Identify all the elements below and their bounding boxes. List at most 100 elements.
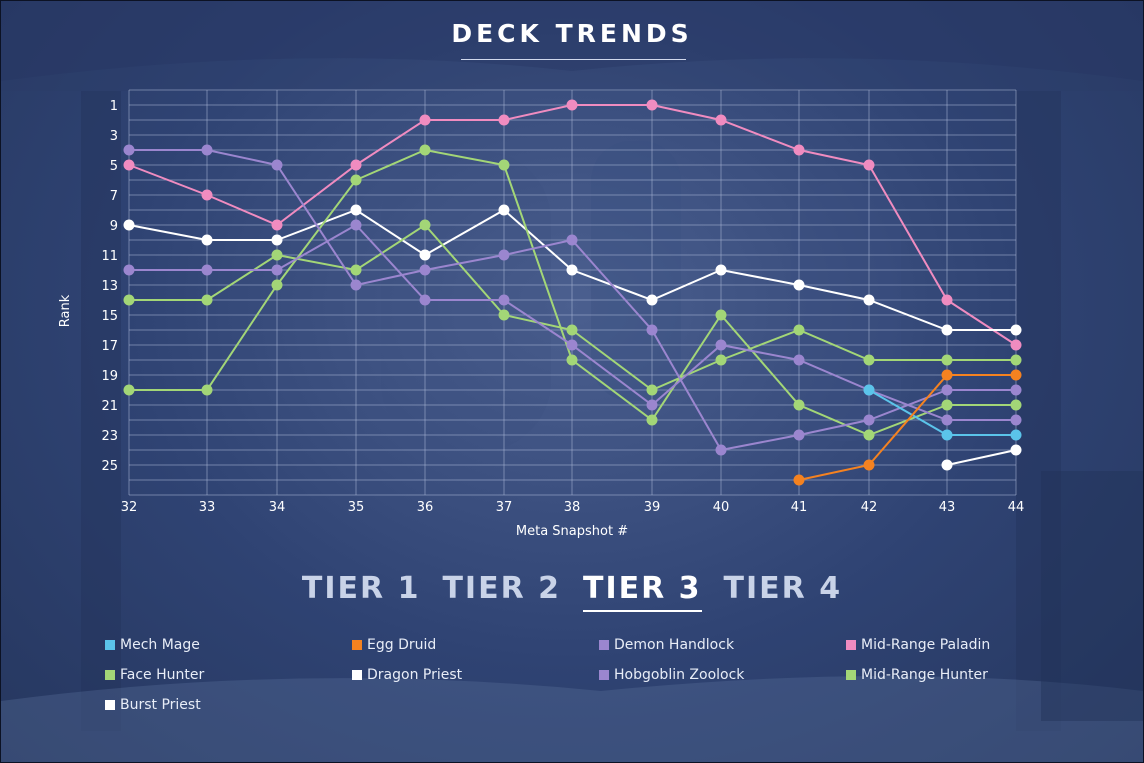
data-point[interactable] bbox=[941, 399, 953, 411]
x-tick-label: 36 bbox=[417, 500, 434, 515]
data-point[interactable] bbox=[793, 144, 805, 156]
data-point[interactable] bbox=[1010, 429, 1022, 441]
data-point[interactable] bbox=[941, 414, 953, 426]
data-point[interactable] bbox=[715, 339, 727, 351]
legend-item[interactable]: Mech Mage bbox=[105, 637, 352, 653]
legend-item[interactable]: Burst Priest bbox=[105, 697, 352, 713]
data-point[interactable] bbox=[498, 114, 510, 126]
legend-item[interactable]: Demon Handlock bbox=[599, 637, 846, 653]
data-point[interactable] bbox=[646, 414, 658, 426]
data-point[interactable] bbox=[566, 234, 578, 246]
data-point[interactable] bbox=[419, 264, 431, 276]
data-point[interactable] bbox=[498, 249, 510, 261]
legend-item[interactable]: Hobgoblin Zoolock bbox=[599, 667, 846, 683]
data-point[interactable] bbox=[715, 264, 727, 276]
data-point[interactable] bbox=[715, 354, 727, 366]
data-point[interactable] bbox=[271, 159, 283, 171]
data-point[interactable] bbox=[863, 159, 875, 171]
data-point[interactable] bbox=[201, 294, 213, 306]
data-point[interactable] bbox=[123, 384, 135, 396]
data-point[interactable] bbox=[350, 219, 362, 231]
data-point[interactable] bbox=[498, 294, 510, 306]
data-point[interactable] bbox=[1010, 339, 1022, 351]
data-point[interactable] bbox=[793, 399, 805, 411]
legend-item[interactable]: Mid-Range Paladin bbox=[846, 637, 1093, 653]
data-point[interactable] bbox=[793, 429, 805, 441]
data-point[interactable] bbox=[1010, 369, 1022, 381]
tab-tier-1[interactable]: TIER 1 bbox=[301, 571, 421, 606]
data-point[interactable] bbox=[715, 444, 727, 456]
data-point[interactable] bbox=[350, 159, 362, 171]
data-point[interactable] bbox=[1010, 444, 1022, 456]
data-point[interactable] bbox=[941, 459, 953, 471]
legend-item[interactable]: Egg Druid bbox=[352, 637, 599, 653]
data-point[interactable] bbox=[646, 324, 658, 336]
data-point[interactable] bbox=[201, 384, 213, 396]
data-point[interactable] bbox=[863, 429, 875, 441]
data-point[interactable] bbox=[1010, 399, 1022, 411]
data-point[interactable] bbox=[123, 159, 135, 171]
data-point[interactable] bbox=[123, 264, 135, 276]
data-point[interactable] bbox=[566, 354, 578, 366]
data-point[interactable] bbox=[793, 324, 805, 336]
data-point[interactable] bbox=[941, 384, 953, 396]
data-point[interactable] bbox=[201, 234, 213, 246]
data-point[interactable] bbox=[793, 279, 805, 291]
data-point[interactable] bbox=[793, 354, 805, 366]
data-point[interactable] bbox=[201, 264, 213, 276]
data-point[interactable] bbox=[419, 114, 431, 126]
legend-item[interactable]: Mid-Range Hunter bbox=[846, 667, 1093, 683]
data-point[interactable] bbox=[863, 459, 875, 471]
data-point[interactable] bbox=[863, 354, 875, 366]
tab-tier-2[interactable]: TIER 2 bbox=[442, 571, 561, 606]
tab-tier-4[interactable]: TIER 4 bbox=[723, 571, 843, 606]
data-point[interactable] bbox=[863, 384, 875, 396]
data-point[interactable] bbox=[863, 414, 875, 426]
data-point[interactable] bbox=[941, 294, 953, 306]
data-point[interactable] bbox=[863, 294, 875, 306]
data-point[interactable] bbox=[1010, 414, 1022, 426]
data-point[interactable] bbox=[498, 204, 510, 216]
data-point[interactable] bbox=[419, 294, 431, 306]
data-point[interactable] bbox=[1010, 324, 1022, 336]
data-point[interactable] bbox=[419, 219, 431, 231]
data-point[interactable] bbox=[201, 144, 213, 156]
data-point[interactable] bbox=[1010, 354, 1022, 366]
data-point[interactable] bbox=[941, 369, 953, 381]
data-point[interactable] bbox=[941, 354, 953, 366]
data-point[interactable] bbox=[271, 249, 283, 261]
data-point[interactable] bbox=[271, 264, 283, 276]
data-point[interactable] bbox=[715, 309, 727, 321]
data-point[interactable] bbox=[419, 144, 431, 156]
data-point[interactable] bbox=[419, 249, 431, 261]
data-point[interactable] bbox=[498, 309, 510, 321]
data-point[interactable] bbox=[566, 264, 578, 276]
data-point[interactable] bbox=[123, 144, 135, 156]
legend-item[interactable]: Face Hunter bbox=[105, 667, 352, 683]
data-point[interactable] bbox=[715, 114, 727, 126]
data-point[interactable] bbox=[350, 174, 362, 186]
data-point[interactable] bbox=[566, 99, 578, 111]
data-point[interactable] bbox=[123, 294, 135, 306]
data-point[interactable] bbox=[123, 219, 135, 231]
data-point[interactable] bbox=[271, 279, 283, 291]
data-point[interactable] bbox=[566, 339, 578, 351]
data-point[interactable] bbox=[646, 399, 658, 411]
data-point[interactable] bbox=[646, 384, 658, 396]
data-point[interactable] bbox=[271, 219, 283, 231]
data-point[interactable] bbox=[941, 429, 953, 441]
data-point[interactable] bbox=[793, 474, 805, 486]
tab-tier-3[interactable]: TIER 3 bbox=[583, 571, 702, 612]
data-point[interactable] bbox=[350, 279, 362, 291]
data-point[interactable] bbox=[1010, 384, 1022, 396]
legend-item[interactable]: Dragon Priest bbox=[352, 667, 599, 683]
data-point[interactable] bbox=[350, 204, 362, 216]
data-point[interactable] bbox=[350, 264, 362, 276]
data-point[interactable] bbox=[271, 234, 283, 246]
data-point[interactable] bbox=[201, 189, 213, 201]
data-point[interactable] bbox=[646, 99, 658, 111]
data-point[interactable] bbox=[941, 324, 953, 336]
data-point[interactable] bbox=[646, 294, 658, 306]
data-point[interactable] bbox=[566, 324, 578, 336]
data-point[interactable] bbox=[498, 159, 510, 171]
